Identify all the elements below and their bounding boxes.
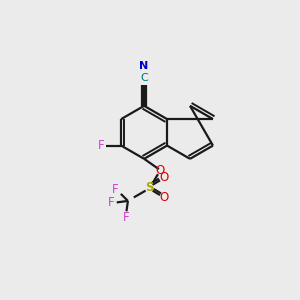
Text: S: S: [145, 181, 153, 194]
Text: O: O: [156, 164, 165, 177]
Text: O: O: [160, 191, 169, 205]
Text: O: O: [160, 171, 169, 184]
Text: N: N: [140, 61, 149, 71]
Text: C: C: [140, 73, 148, 82]
Text: F: F: [98, 139, 104, 152]
Text: F: F: [107, 196, 114, 209]
Text: F: F: [123, 211, 130, 224]
Text: F: F: [112, 183, 119, 196]
